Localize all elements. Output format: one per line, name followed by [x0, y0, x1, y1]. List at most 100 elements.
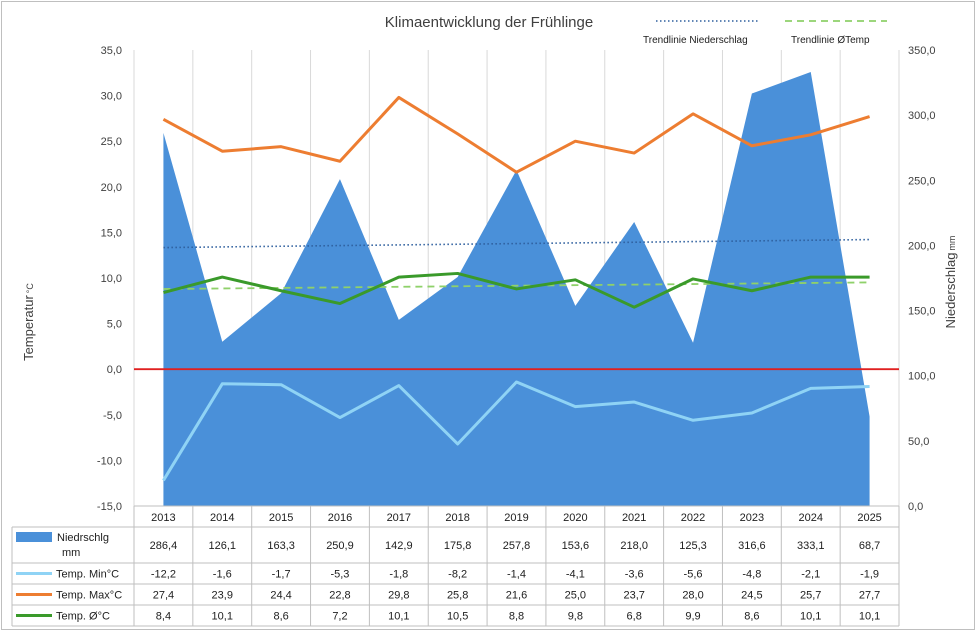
table-cell: 23,7: [623, 590, 644, 602]
table-cell: 153,6: [562, 540, 590, 552]
y-left-tick-label: 35,0: [101, 45, 122, 57]
row-label-tavg: Temp. Ø°C: [56, 611, 110, 623]
data-table: 2013 2014 2015 2016 2017 2018 2019 2020 2021 2022…: [11, 505, 900, 627]
table-cell: 175,8: [444, 540, 472, 552]
table-cell: -1,9: [860, 569, 879, 581]
table-cell: 10,1: [388, 611, 409, 623]
trendline-temp: [163, 281, 870, 290]
table-cell: 7,2: [332, 611, 347, 623]
y-right-tick-label: 250,0: [908, 175, 936, 187]
table-cell: 21,6: [506, 590, 527, 602]
x-tick-label: 2024: [798, 512, 822, 524]
y-left-tick-label: -15,0: [97, 501, 122, 513]
table-cell: 8,6: [744, 611, 759, 623]
x-tick-label: 2021: [622, 512, 646, 524]
table-cell: 10,1: [859, 611, 880, 623]
table-cell: 24,5: [741, 590, 762, 602]
y-axis-left-unit: °C: [25, 283, 35, 294]
table-cell: 286,4: [150, 540, 178, 552]
y-right-tick-label: 50,0: [908, 436, 929, 448]
table-cell: 25,7: [800, 590, 821, 602]
table-cell: 250,9: [326, 540, 354, 552]
table-cell: 163,3: [267, 540, 295, 552]
table-cell: -2,1: [801, 569, 820, 581]
table-cell: 23,9: [212, 590, 233, 602]
y-axis-right-label: Niederschlag mm: [943, 236, 958, 329]
y-left-tick-label: 5,0: [107, 319, 122, 331]
y-left-tick-label: 30,0: [101, 91, 122, 103]
x-tick-label: 2023: [740, 512, 764, 524]
y-right-tick-label: 300,0: [908, 110, 936, 122]
table-cell: 333,1: [797, 540, 825, 552]
table-cell: -1,6: [213, 569, 232, 581]
table-cell: 6,8: [627, 611, 642, 623]
trendline-niederschlag: [163, 238, 870, 249]
table-cell: 27,4: [153, 590, 174, 602]
x-tick-label: 2019: [504, 512, 528, 524]
y-left-tick-label: 15,0: [101, 227, 122, 239]
y-axis-left-title: Temperatur°C: [21, 283, 36, 361]
table-cell: 10,5: [447, 611, 468, 623]
x-tick-label: 2025: [857, 512, 881, 524]
x-tick-label: 2022: [681, 512, 705, 524]
table-cell: -5,6: [684, 569, 703, 581]
table-cell: -5,3: [330, 569, 349, 581]
table-cell: 68,7: [859, 540, 880, 552]
chart-title: Klimaentwicklung der Frühlinge: [385, 14, 593, 31]
table-cell: -8,2: [448, 569, 467, 581]
table-cell: 218,0: [620, 540, 648, 552]
y-left-tick-label: 25,0: [101, 136, 122, 148]
y-right-tick-label: 100,0: [908, 371, 936, 383]
table-cell: 24,4: [270, 590, 291, 602]
table-cell: -4,8: [742, 569, 761, 581]
table-cell: -1,4: [507, 569, 526, 581]
legend-trend-niederschlag: Trendlinie Niederschlag: [643, 35, 748, 46]
y-right-tick-label: 150,0: [908, 306, 936, 318]
line-tavg: [163, 271, 870, 309]
y-left-tick-label: -5,0: [103, 410, 122, 422]
legend-trend-temp: Trendlinie ØTemp: [791, 35, 870, 46]
row-label-tmin: Temp. Min°C: [56, 569, 119, 581]
x-tick-label: 2018: [445, 512, 469, 524]
table-cell: 10,1: [800, 611, 821, 623]
table-cell: -12,2: [151, 569, 176, 581]
row-label-tmax: Temp. Max°C: [56, 590, 122, 602]
x-tick-label: 2017: [387, 512, 411, 524]
table-cell: 126,1: [209, 540, 237, 552]
table-cell: 257,8: [503, 540, 531, 552]
table-cell: 142,9: [385, 540, 413, 552]
table-cell: 25,8: [447, 590, 468, 602]
table-cell: 9,8: [568, 611, 583, 623]
y-axis-left-label: Temperatur°C: [21, 283, 36, 361]
table-cell: 22,8: [329, 590, 350, 602]
y-axis-right-label-text: Niederschlag: [943, 253, 958, 329]
row-label-niederschlag-unit: mm: [62, 547, 80, 559]
line-tmax: [162, 95, 871, 174]
table-cell: 25,0: [565, 590, 586, 602]
y-left-tick-label: -10,0: [97, 455, 122, 467]
table-cell: 8,4: [156, 611, 171, 623]
y-left-tick-label: 10,0: [101, 273, 122, 285]
table-cell: 29,8: [388, 590, 409, 602]
table-cell: 8,8: [509, 611, 524, 623]
x-tick-label: 2015: [269, 512, 293, 524]
table-cell: 28,0: [682, 590, 703, 602]
y-axis-left-label-text: Temperatur: [21, 295, 36, 361]
y-axis-right-unit: mm: [947, 236, 957, 251]
y-right-tick-label: 200,0: [908, 240, 936, 252]
x-tick-label: 2016: [328, 512, 352, 524]
table-cell: 8,6: [273, 611, 288, 623]
y-left-tick-label: 20,0: [101, 182, 122, 194]
legend-swatch-niederschlag: [16, 532, 52, 542]
y-right-tick-label: 0,0: [908, 501, 923, 513]
table-cell: 10,1: [212, 611, 233, 623]
x-tick-label: 2013: [151, 512, 175, 524]
table-cell: 9,9: [685, 611, 700, 623]
y-right-tick-label: 350,0: [908, 45, 936, 57]
table-cell: -1,8: [389, 569, 408, 581]
y-axis-right-title: Niederschlag mm: [943, 236, 958, 329]
table-cell: -4,1: [566, 569, 585, 581]
trend-legend: Trendlinie Niederschlag Trendlinie ØTemp: [643, 20, 887, 46]
